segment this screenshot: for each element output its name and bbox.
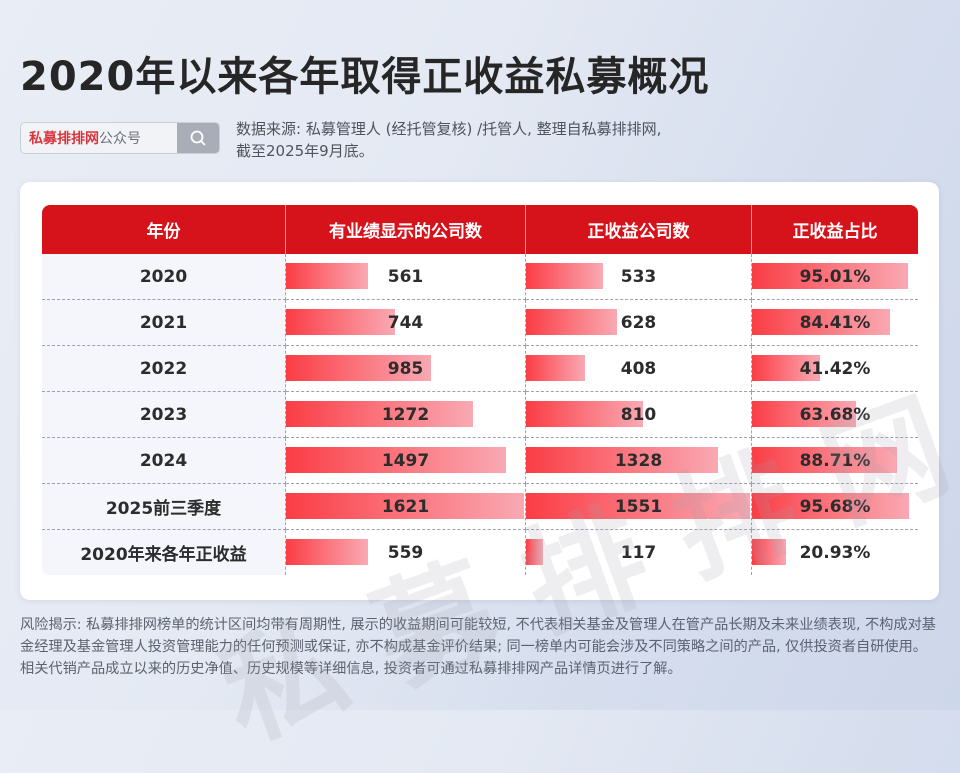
table-row: 2021 744 628 84.41% <box>42 300 918 346</box>
cell-ratio: 63.68% <box>752 392 918 438</box>
cell-positive: 628 <box>526 300 752 346</box>
table-row: 2023 1272 810 63.68% <box>42 392 918 438</box>
value-with-perf: 561 <box>387 266 424 287</box>
table-row: 2020年来各年正收益 559 117 20.93% <box>42 530 918 575</box>
value-ratio: 63.68% <box>799 404 871 425</box>
cell-ratio: 88.71% <box>752 438 918 484</box>
cell-with-perf: 1497 <box>286 438 526 484</box>
value-ratio: 41.42% <box>799 358 871 379</box>
table-header-row: 年份 有业绩显示的公司数 正收益公司数 正收益占比 <box>42 205 918 254</box>
cell-year: 2022 <box>42 346 286 392</box>
bar-positive <box>526 263 603 289</box>
cell-positive: 1551 <box>526 484 752 530</box>
bar-with-perf <box>286 401 473 427</box>
cell-positive: 1328 <box>526 438 752 484</box>
search-button[interactable] <box>177 123 219 153</box>
cell-ratio: 95.01% <box>752 254 918 300</box>
bar-ratio <box>752 355 820 381</box>
value-with-perf: 985 <box>387 358 424 379</box>
table-card: 年份 有业绩显示的公司数 正收益公司数 正收益占比 2020 561 533 95.0… <box>20 182 960 767</box>
value-positive: 533 <box>620 266 657 287</box>
cell-ratio: 20.93% <box>752 530 918 575</box>
cell-ratio: 41.42% <box>752 346 918 392</box>
table-row: 2020 561 533 95.01% <box>42 254 918 300</box>
bar-positive <box>526 447 718 473</box>
value-with-perf: 1621 <box>381 496 430 517</box>
source-line-2: 截至2025年9月底。 <box>236 142 374 160</box>
value-ratio: 84.41% <box>799 312 871 333</box>
bar-ratio <box>752 493 909 519</box>
page-title: 2020年以来各年取得正收益私募概况 <box>20 54 710 100</box>
cell-year: 2021 <box>42 300 286 346</box>
table-row: 2022 985 408 41.42% <box>42 346 918 392</box>
risk-disclaimer: 风险揭示: 私募排排网榜单的统计区间均带有周期性, 展示的收益期间可能较短, 不… <box>20 617 936 677</box>
bar-positive <box>526 493 750 519</box>
table-row: 2025前三季度 1621 1551 95.68% <box>42 484 918 530</box>
cell-ratio: 84.41% <box>752 300 918 346</box>
search-input[interactable]: 私募排排网 公众号 <box>21 123 177 153</box>
cell-with-perf: 561 <box>286 254 526 300</box>
value-ratio: 20.93% <box>799 542 871 563</box>
bar-with-perf <box>286 447 506 473</box>
value-ratio: 95.68% <box>799 496 871 517</box>
cell-positive: 117 <box>526 530 752 575</box>
value-positive: 628 <box>620 312 657 333</box>
value-ratio: 95.01% <box>799 266 871 287</box>
bar-with-perf <box>286 309 395 335</box>
cell-with-perf: 1272 <box>286 392 526 438</box>
cell-with-perf: 1621 <box>286 484 526 530</box>
value-with-perf: 1272 <box>381 404 430 425</box>
cell-positive: 408 <box>526 346 752 392</box>
bar-positive <box>526 401 643 427</box>
cell-year: 2020年来各年正收益 <box>42 530 286 575</box>
cell-year: 2025前三季度 <box>42 484 286 530</box>
cell-year: 2023 <box>42 392 286 438</box>
cell-with-perf: 985 <box>286 346 526 392</box>
cell-year: 2024 <box>42 438 286 484</box>
header-positive: 正收益公司数 <box>526 205 752 254</box>
bar-ratio <box>752 263 908 289</box>
bar-positive <box>526 309 617 335</box>
value-positive: 810 <box>620 404 657 425</box>
value-with-perf: 744 <box>387 312 424 333</box>
value-positive: 408 <box>620 358 657 379</box>
header-year: 年份 <box>42 205 286 254</box>
bar-ratio <box>752 401 856 427</box>
search-suffix: 公众号 <box>99 131 141 147</box>
cell-positive: 810 <box>526 392 752 438</box>
bar-ratio <box>752 309 890 335</box>
bar-positive <box>526 355 585 381</box>
source-line-1: 数据来源: 私募管理人 (经托管复核) /托管人, 整理自私募排排网, <box>236 120 662 138</box>
bar-ratio <box>752 539 786 565</box>
search-box[interactable]: 私募排排网 公众号 <box>20 122 220 154</box>
bar-with-perf <box>286 539 368 565</box>
search-icon <box>190 130 206 146</box>
data-source-note: 数据来源: 私募管理人 (经托管复核) /托管人, 整理自私募排排网, 截至20… <box>236 118 796 162</box>
value-positive: 1328 <box>614 450 663 471</box>
value-with-perf: 1497 <box>381 450 430 471</box>
value-with-perf: 559 <box>387 542 424 563</box>
value-positive: 117 <box>620 542 657 563</box>
bar-positive <box>526 539 543 565</box>
cell-with-perf: 559 <box>286 530 526 575</box>
cell-with-perf: 744 <box>286 300 526 346</box>
bar-with-perf <box>286 355 431 381</box>
header-ratio: 正收益占比 <box>752 205 918 254</box>
cell-ratio: 95.68% <box>752 484 918 530</box>
value-ratio: 88.71% <box>799 450 871 471</box>
data-table: 年份 有业绩显示的公司数 正收益公司数 正收益占比 2020 561 533 95.0… <box>42 205 918 575</box>
bar-with-perf <box>286 493 524 519</box>
bar-ratio <box>752 447 897 473</box>
cell-year: 2020 <box>42 254 286 300</box>
search-brand: 私募排排网 <box>29 131 99 147</box>
cell-positive: 533 <box>526 254 752 300</box>
header-with-perf: 有业绩显示的公司数 <box>286 205 526 254</box>
value-positive: 1551 <box>614 496 663 517</box>
bar-with-perf <box>286 263 368 289</box>
table-row: 2024 1497 1328 88.71% <box>42 438 918 484</box>
